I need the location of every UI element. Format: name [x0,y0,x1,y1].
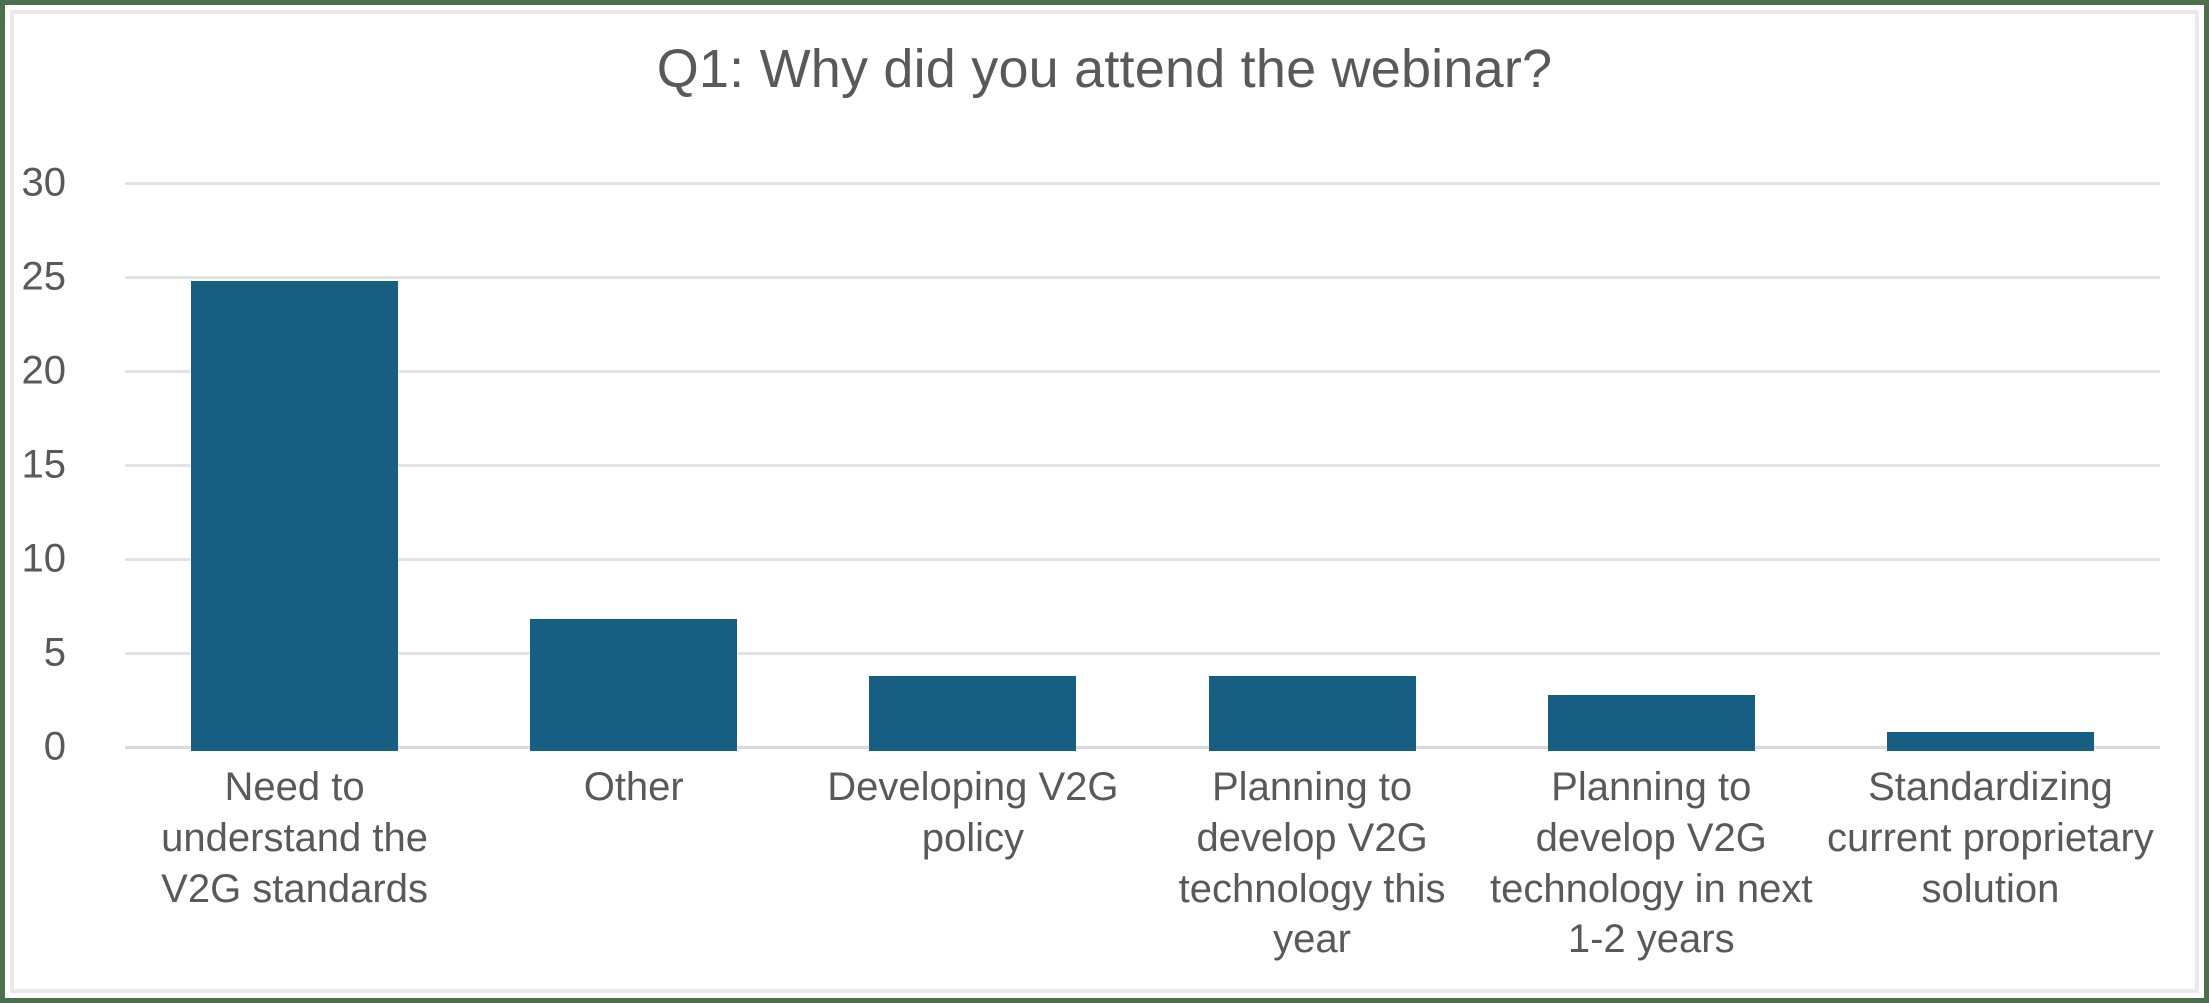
y-tick-label: 15 [21,442,67,487]
y-tick-label: 5 [43,630,66,675]
bar[interactable] [1885,731,2095,752]
x-axis-labels: Need to understand the V2G standards Othe… [125,762,2160,982]
plot-area: 0 5 10 15 20 25 30 [22,161,2160,769]
gridline-20 [125,370,2160,373]
x-tick-label: Planning to develop V2G technology in ne… [1490,765,1813,962]
bar-slot [803,182,1142,753]
y-tick-label: 30 [21,160,67,205]
x-tick-label: Need to understand the V2G standards [161,765,429,911]
gridline-0 [125,746,2160,749]
y-tick-label: 20 [21,348,67,393]
bar[interactable] [529,618,739,752]
gridline-25 [125,276,2160,279]
bar[interactable] [868,674,1078,753]
bar[interactable] [1546,693,1756,753]
bars-layer [125,182,2160,753]
bar[interactable] [1207,674,1417,753]
bar-slot [1143,182,1482,753]
bar-slot [464,182,803,752]
gridline-5 [125,652,2160,655]
bar-slot [125,182,464,752]
y-tick-label: 10 [21,536,67,581]
gridline-10 [125,558,2160,561]
x-tick-label: Planning to develop V2G technology this … [1178,765,1446,962]
x-tick-label: Other [583,765,684,809]
bar-slot [1821,182,2160,752]
x-tick-label: Standardizing current proprietary soluti… [1827,765,2154,911]
gridline-15 [125,464,2160,467]
chart-plot-frame: Q1: Why did you attend the webinar? 0 5 10… [10,10,2199,993]
bar-slot [1482,182,1821,753]
x-tick-label: Developing V2G policy [827,765,1119,860]
y-tick-label: 0 [43,724,66,769]
chart-title: Q1: Why did you attend the webinar? [656,39,1553,99]
bar[interactable] [190,280,399,752]
y-tick-label: 25 [21,254,67,299]
gridline-30 [125,182,2160,185]
